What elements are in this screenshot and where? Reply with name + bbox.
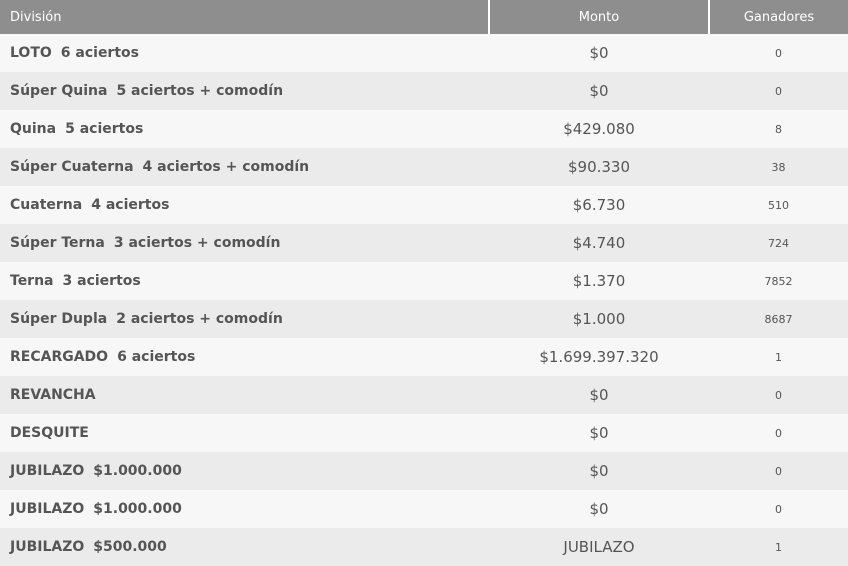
division-cell: Súper Dupla 2 aciertos + comodín: [0, 300, 489, 338]
division-name: JUBILAZO: [10, 463, 85, 479]
division-detail: 3 aciertos + comodín: [113, 235, 281, 251]
division-detail: 2 aciertos + comodín: [116, 311, 283, 327]
monto-cell: $429.080: [563, 120, 635, 138]
ganadores-cell: 0: [775, 84, 782, 98]
division-name: Cuaterna: [10, 197, 83, 213]
division-detail: 6 aciertos: [60, 45, 139, 61]
ganadores-cell: 510: [768, 198, 789, 212]
division-name: DESQUITE: [10, 425, 89, 441]
ganadores-cell: 7852: [764, 274, 793, 288]
table-row: Quina 5 aciertos $429.080 8: [0, 110, 848, 148]
division-cell: Súper Quina 5 aciertos + comodín: [0, 72, 489, 110]
monto-cell: $0: [589, 462, 609, 480]
division-detail: $500.000: [93, 539, 167, 555]
division-name: Súper Cuaterna: [10, 159, 134, 175]
table-row: REVANCHA $0 0: [0, 376, 848, 414]
division-detail: $1.000.000: [93, 501, 182, 517]
table-row: RECARGADO 6 aciertos $1.699.397.320 1: [0, 338, 848, 376]
monto-cell: $0: [589, 82, 609, 100]
monto-cell: $0: [589, 386, 609, 404]
ganadores-cell: 0: [775, 464, 782, 478]
table-row: DESQUITE $0 0: [0, 414, 848, 452]
header-row: División Monto Ganadores: [0, 0, 848, 34]
division-cell: DESQUITE: [0, 414, 489, 452]
ganadores-cell: 0: [775, 426, 782, 440]
division-cell: JUBILAZO $1.000.000: [0, 490, 489, 528]
division-name: JUBILAZO: [10, 501, 85, 517]
ganadores-cell: 8: [775, 122, 782, 136]
division-cell: Terna 3 aciertos: [0, 262, 489, 300]
column-header-monto: Monto: [489, 0, 710, 34]
table-row: Súper Terna 3 aciertos + comodín $4.740 7…: [0, 224, 848, 262]
table-row: JUBILAZO $500.000 JUBILAZO 1: [0, 528, 848, 566]
division-cell: REVANCHA: [0, 376, 489, 414]
monto-cell: $6.730: [572, 196, 626, 214]
table-row: JUBILAZO $1.000.000 $0 0: [0, 490, 848, 528]
division-detail: 6 aciertos: [117, 349, 196, 365]
monto-cell: JUBILAZO: [563, 538, 635, 556]
division-name: Súper Quina: [10, 83, 108, 99]
column-header-division: División: [0, 0, 490, 34]
ganadores-cell: 0: [775, 388, 782, 402]
division-name: JUBILAZO: [10, 539, 85, 555]
monto-cell: $0: [589, 44, 609, 62]
division-cell: RECARGADO 6 aciertos: [0, 338, 489, 376]
division-cell: Quina 5 aciertos: [0, 110, 489, 148]
monto-cell: $90.330: [567, 158, 631, 176]
division-name: REVANCHA: [10, 387, 96, 403]
division-detail: $1.000.000: [93, 463, 182, 479]
monto-cell: $1.000: [572, 310, 626, 328]
table-row: Cuaterna 4 aciertos $6.730 510: [0, 186, 848, 224]
table-row: Súper Quina 5 aciertos + comodín $0 0: [0, 72, 848, 110]
division-name: RECARGADO: [10, 349, 109, 365]
division-detail: 3 aciertos: [62, 273, 141, 289]
division-detail: 4 aciertos + comodín: [142, 159, 310, 175]
ganadores-cell: 724: [768, 236, 789, 250]
monto-cell: $1.370: [572, 272, 626, 290]
ganadores-cell: 1: [775, 540, 782, 554]
table-row: Terna 3 aciertos $1.370 7852: [0, 262, 848, 300]
monto-cell: $0: [589, 424, 609, 442]
ganadores-cell: 1: [775, 350, 782, 364]
division-cell: JUBILAZO $1.000.000: [0, 452, 489, 490]
table-row: JUBILAZO $1.000.000 $0 0: [0, 452, 848, 490]
ganadores-cell: 38: [771, 160, 786, 174]
monto-cell: $0: [589, 500, 609, 518]
table-row: Súper Cuaterna 4 aciertos + comodín $90.3…: [0, 148, 848, 186]
division-cell: LOTO 6 aciertos: [0, 34, 489, 72]
division-name: Terna: [10, 273, 54, 289]
division-detail: 4 aciertos: [91, 197, 170, 213]
division-detail: 5 aciertos + comodín: [116, 83, 284, 99]
ganadores-cell: 0: [775, 502, 782, 516]
division-cell: Súper Cuaterna 4 aciertos + comodín: [0, 148, 489, 186]
table-row: LOTO 6 aciertos $0 0: [0, 34, 848, 72]
table-row: Súper Dupla 2 aciertos + comodín $1.000 8…: [0, 300, 848, 338]
division-detail: 5 aciertos: [65, 121, 144, 137]
monto-cell: $1.699.397.320: [539, 348, 659, 366]
division-cell: Súper Terna 3 aciertos + comodín: [0, 224, 489, 262]
division-cell: Cuaterna 4 aciertos: [0, 186, 489, 224]
column-header-ganadores: Ganadores: [709, 0, 848, 34]
monto-cell: $4.740: [572, 234, 626, 252]
division-name: Quina: [10, 121, 57, 137]
division-cell: JUBILAZO $500.000: [0, 528, 489, 566]
division-name: Súper Terna: [10, 235, 105, 251]
ganadores-cell: 8687: [764, 312, 793, 326]
table-body: LOTO 6 aciertos $0 0 Súper Quina 5 acierto…: [0, 34, 848, 566]
ganadores-cell: 0: [775, 46, 782, 60]
division-name: LOTO: [10, 45, 52, 61]
division-name: Súper Dupla: [10, 311, 108, 327]
table-header: División Monto Ganadores: [0, 0, 848, 34]
